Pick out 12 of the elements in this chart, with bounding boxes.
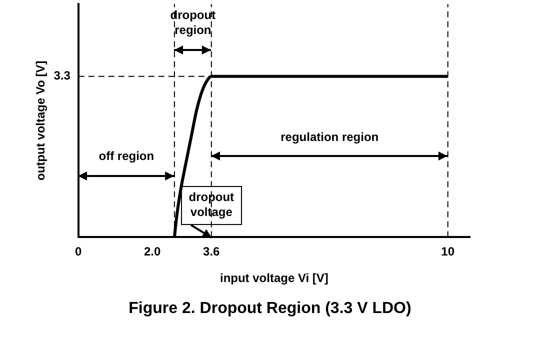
text: Figure 2. Dropout Region (3.3 V LDO) [128,300,412,318]
x-tick-label: 10 [441,244,455,259]
annotation: regulation region [280,130,379,144]
x-tick-label: 2.0 [144,244,161,259]
annotation: off region [98,149,154,164]
x-axis-title: input voltage Vi [V] [220,271,328,286]
text: 3.3 [54,68,71,83]
annotation: dropout voltage [188,190,234,219]
x-tick-label: 3.6 [203,244,220,259]
x-tick-label: 0 [75,244,82,259]
text: dropout region [170,8,216,38]
y-axis-title: output voltage Vo [V] [34,60,48,180]
